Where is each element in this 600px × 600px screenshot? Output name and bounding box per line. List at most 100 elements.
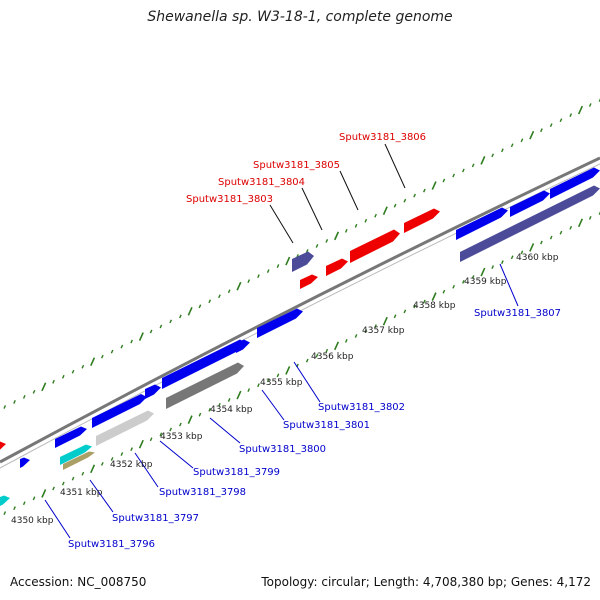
tick-mark [540, 128, 543, 133]
gene-small-arrow[interactable] [20, 457, 30, 469]
gene-label-sputw3181-3806[interactable]: Sputw3181_3806 [339, 132, 426, 143]
gene-edge-red-arrow[interactable] [0, 441, 6, 451]
gene-sputw3181-3807-arrow[interactable] [460, 185, 600, 263]
tick-mark [315, 353, 319, 358]
leader-3800 [209, 417, 241, 444]
tick-mark [462, 279, 465, 284]
leader-3804 [301, 187, 323, 231]
tick-mark [52, 379, 55, 384]
tick-mark [422, 188, 426, 193]
tick-mark [266, 378, 270, 383]
gene-grey-arrow[interactable] [166, 362, 244, 410]
tick-mark [218, 294, 221, 299]
kbp-label: 4356 kbp [311, 352, 354, 362]
tick-mark [520, 250, 524, 255]
tick-mark [32, 496, 36, 501]
gene-sputw3181-3806-arrow[interactable] [404, 208, 440, 234]
leader-3803 [269, 204, 294, 244]
tick-mark [431, 181, 437, 190]
tick-mark [520, 138, 524, 143]
tick-mark [374, 213, 377, 218]
outer-tick-track [3, 98, 600, 409]
gene-sputw3181-3804-arrow[interactable] [300, 274, 318, 290]
gene-sputw3181-3802-arrow[interactable] [257, 308, 303, 339]
tick-mark [100, 354, 104, 359]
gene-sputw3181-3803-arrow[interactable] [292, 251, 314, 273]
gene-label-sputw3181-3807[interactable]: Sputw3181_3807 [474, 308, 561, 319]
gene-label-sputw3181-3802[interactable]: Sputw3181_3802 [318, 402, 405, 413]
tick-mark [442, 178, 446, 183]
tick-mark [120, 452, 124, 456]
tick-mark [187, 415, 193, 424]
gene-sputw3181-3798-arrow[interactable] [96, 410, 154, 447]
gene-edge-red-arrow-highlight [0, 438, 6, 441]
tick-mark [236, 281, 242, 291]
gene-fwd-b-arrow[interactable] [510, 190, 550, 218]
tick-mark [452, 284, 455, 289]
rna-feature[interactable] [60, 444, 92, 466]
gene-fwd-c-arrow[interactable] [550, 167, 600, 200]
tick-mark [236, 390, 242, 400]
tick-mark [559, 118, 563, 123]
gene-label-sputw3181-3799[interactable]: Sputw3181_3799 [193, 467, 280, 478]
leader-3797 [89, 479, 114, 513]
tick-mark [130, 447, 133, 452]
tick-mark [208, 299, 212, 304]
gene-label-sputw3181-3797[interactable]: Sputw3181_3797 [112, 513, 199, 524]
tick-mark [382, 316, 388, 326]
tick-mark [22, 501, 26, 506]
gene-sputw3181-3800-arrow[interactable] [162, 339, 246, 390]
kbp-label: 4351 kbp [60, 488, 103, 498]
tick-mark [529, 130, 535, 140]
gene-label-sputw3181-3805[interactable]: Sputw3181_3805 [253, 160, 340, 171]
misc-feature[interactable] [63, 451, 95, 471]
gene-label-sputw3181-3798[interactable]: Sputw3181_3798 [159, 487, 246, 498]
tick-mark [462, 168, 465, 173]
tick-mark [403, 198, 407, 203]
tick-mark [100, 461, 104, 466]
gene-sputw3181-3799-arrow[interactable] [145, 384, 161, 400]
gene-label-sputw3181-3803[interactable]: Sputw3181_3803 [186, 194, 273, 205]
gene-sputw3181-3801-arrow[interactable] [236, 339, 250, 354]
tick-mark [81, 364, 85, 369]
gene-label-sputw3181-3804[interactable]: Sputw3181_3804 [218, 177, 305, 188]
tick-mark [159, 432, 163, 437]
kbp-label: 4357 kbp [362, 326, 405, 336]
tick-mark [315, 244, 319, 248]
tick-mark [169, 319, 173, 324]
gene-label-sputw3181-3801[interactable]: Sputw3181_3801 [283, 420, 370, 431]
gene-label-sputw3181-3796[interactable]: Sputw3181_3796 [68, 539, 155, 550]
tick-mark [354, 223, 358, 228]
tick-mark [422, 299, 426, 304]
leader-3802 [293, 361, 321, 403]
tick-mark [90, 464, 96, 474]
gene-fwd-a-arrow[interactable] [456, 207, 508, 241]
tick-mark [305, 358, 309, 363]
tick-mark [431, 292, 437, 301]
tick-mark [257, 383, 260, 388]
rna-edge-feature[interactable] [0, 495, 10, 507]
tick-mark [403, 309, 407, 314]
gene-sputw3181-3805b-arrow[interactable] [350, 229, 400, 264]
tick-mark [569, 113, 573, 117]
tick-mark [52, 486, 55, 491]
tick-mark [120, 344, 124, 349]
tick-mark [3, 511, 7, 515]
tick-mark [285, 366, 291, 375]
tick-mark [374, 324, 377, 329]
gene-label-sputw3181-3800[interactable]: Sputw3181_3800 [239, 444, 326, 455]
inner-tick-track [3, 211, 600, 515]
gene-sputw3181-3805-arrow[interactable] [326, 258, 348, 277]
tick-mark [218, 402, 221, 407]
gene-sputw3181-3797-arrow[interactable] [92, 394, 147, 428]
tick-mark [501, 148, 504, 153]
leader-3799 [159, 440, 194, 469]
tick-mark [61, 481, 65, 486]
tick-mark [13, 506, 16, 511]
tick-mark [227, 289, 231, 294]
gene-sputw3181-3796-arrow[interactable] [55, 426, 87, 449]
label-leader-lines [44, 143, 519, 539]
kbp-label: 4352 kbp [110, 460, 153, 470]
tick-mark [41, 489, 47, 498]
